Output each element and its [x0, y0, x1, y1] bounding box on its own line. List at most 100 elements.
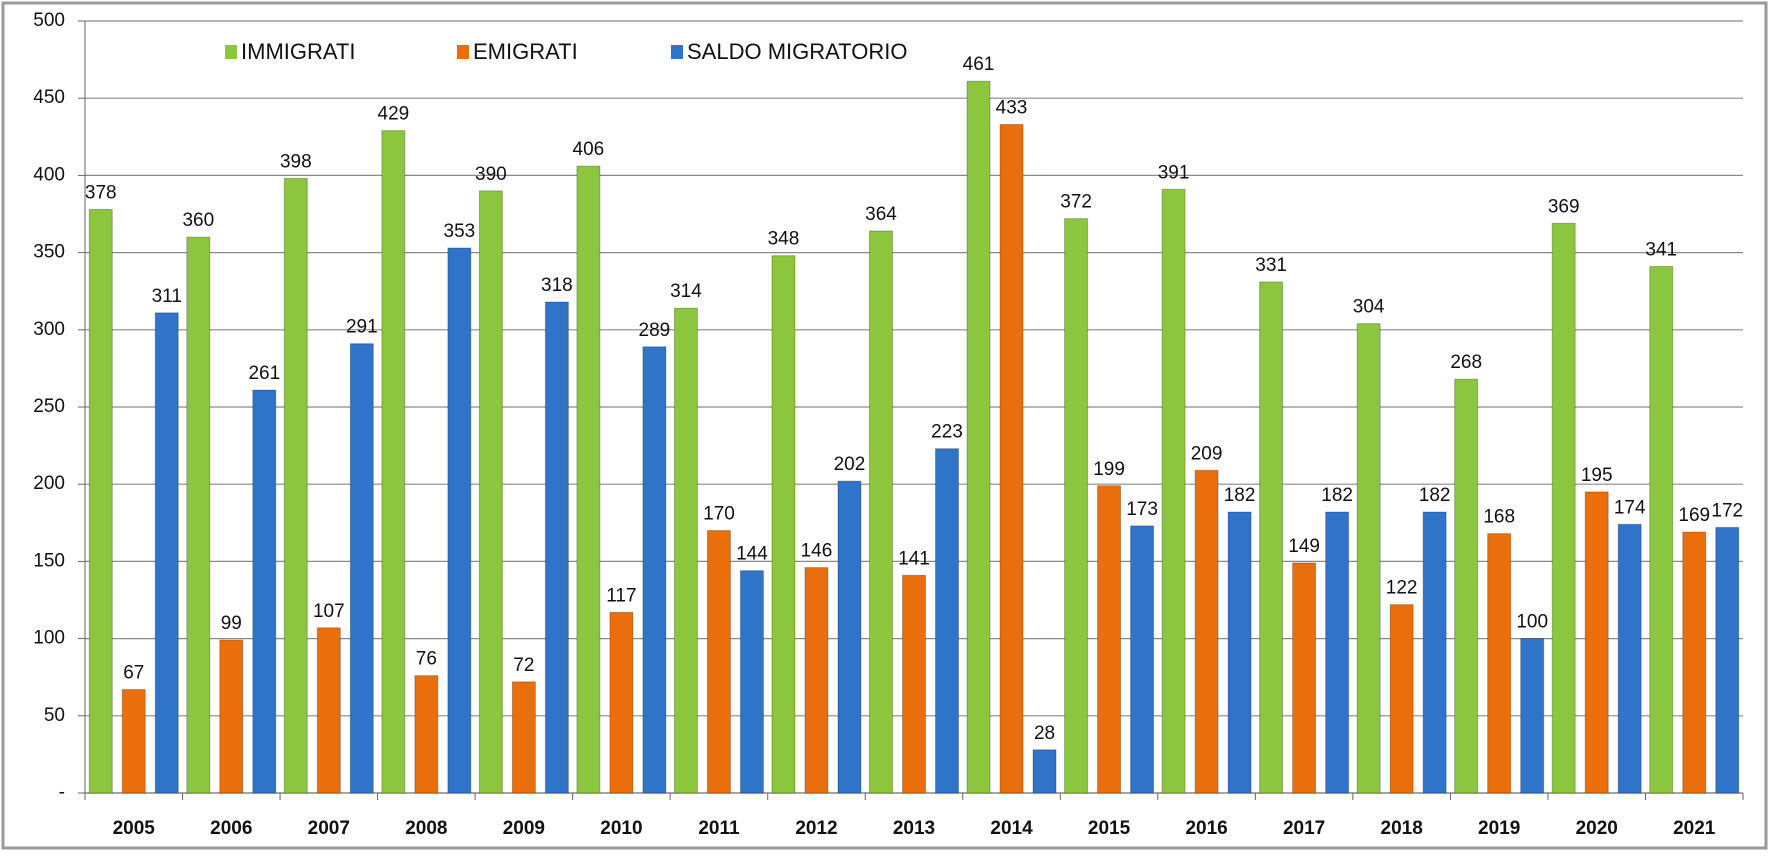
value-label: 304 [1353, 297, 1385, 318]
bar [642, 346, 667, 794]
bar [1161, 188, 1186, 794]
bar [837, 480, 862, 794]
value-label: 209 [1191, 443, 1223, 464]
legend-label: SALDO MIGRATORIO [687, 39, 907, 64]
value-label: 149 [1288, 536, 1320, 557]
legend-swatch [671, 45, 683, 59]
bar [1325, 511, 1350, 794]
value-label: 173 [1126, 499, 1158, 520]
value-label: 364 [865, 204, 897, 225]
bar [186, 236, 211, 794]
value-label: 353 [444, 221, 476, 242]
value-label: 369 [1548, 196, 1580, 217]
bar [1032, 749, 1057, 794]
value-label: 378 [85, 182, 117, 203]
bar [381, 130, 406, 794]
value-label: 182 [1224, 485, 1256, 506]
x-tick-label: 2007 [308, 818, 350, 839]
legend-swatch [225, 45, 237, 59]
bar [902, 574, 926, 794]
y-tick-label: 500 [33, 10, 65, 31]
y-tick-label: 50 [44, 705, 65, 726]
bar [1422, 511, 1447, 794]
y-tick-label: 150 [33, 550, 65, 571]
value-label: 461 [963, 54, 995, 75]
bar [283, 177, 308, 794]
bar [1227, 511, 1252, 794]
value-label: 372 [1060, 192, 1092, 213]
value-label: 391 [1158, 162, 1190, 183]
bar [1487, 533, 1512, 794]
bar [1520, 638, 1545, 794]
x-tick-label: 2013 [893, 818, 935, 839]
value-label: 261 [248, 363, 280, 384]
value-label: 268 [1450, 352, 1482, 373]
value-label: 170 [703, 504, 735, 525]
bar [316, 627, 341, 794]
bar [154, 312, 179, 794]
value-label: 429 [378, 104, 410, 125]
x-tick-label: 2011 [698, 818, 740, 839]
x-tick-label: 2018 [1381, 818, 1423, 839]
y-tick-label: 250 [33, 396, 65, 417]
y-tick-label: 100 [33, 628, 65, 649]
value-label: 168 [1483, 507, 1515, 528]
value-label: 146 [801, 541, 833, 562]
value-label: 99 [221, 613, 242, 634]
legend-label: IMMIGRATI [241, 39, 355, 64]
y-tick-label: 200 [33, 473, 65, 494]
bar [869, 230, 893, 794]
bar [1584, 491, 1609, 794]
bar [576, 165, 601, 794]
value-label: 199 [1093, 459, 1125, 480]
legend-swatch [457, 45, 469, 59]
bar [966, 80, 991, 794]
value-label: 390 [475, 164, 507, 185]
x-tick-label: 2005 [113, 818, 156, 839]
bar [999, 123, 1024, 794]
value-label: 100 [1516, 612, 1548, 633]
value-label: 348 [768, 229, 800, 250]
x-tick-label: 2020 [1576, 818, 1618, 839]
value-label: 67 [123, 663, 144, 684]
bar [1617, 523, 1642, 794]
x-tick-label: 2017 [1283, 818, 1325, 839]
value-label: 398 [280, 152, 312, 173]
value-label: 72 [513, 655, 534, 676]
value-label: 172 [1711, 500, 1743, 521]
x-tick-label: 2014 [990, 818, 1033, 839]
x-tick-label: 2008 [405, 818, 447, 839]
bar [1715, 526, 1740, 794]
value-label: 182 [1419, 485, 1451, 506]
value-label: 76 [416, 649, 437, 670]
value-label: 195 [1581, 465, 1613, 486]
value-label: 122 [1386, 578, 1418, 599]
y-tick-label: 350 [33, 242, 65, 263]
value-label: 291 [346, 317, 378, 338]
bar [1292, 562, 1317, 794]
x-tick-label: 2006 [210, 818, 252, 839]
x-tick-label: 2019 [1478, 818, 1520, 839]
bar [1551, 222, 1576, 794]
y-tick-label: - [59, 782, 65, 803]
bar [1454, 378, 1479, 794]
value-label: 144 [736, 544, 768, 565]
bar [252, 389, 277, 794]
bar [121, 689, 146, 794]
bar [414, 675, 439, 794]
y-tick-label: 450 [33, 87, 65, 108]
x-tick-label: 2010 [600, 818, 642, 839]
bar [673, 307, 698, 794]
bar [804, 567, 829, 794]
bar [1356, 323, 1381, 794]
value-label: 223 [931, 422, 963, 443]
value-label: 314 [670, 281, 702, 302]
y-tick-label: 400 [33, 164, 65, 185]
value-label: 341 [1645, 240, 1677, 261]
value-label: 311 [152, 286, 182, 307]
bar [478, 190, 503, 794]
value-label: 360 [182, 210, 214, 231]
bar [88, 208, 113, 794]
value-label: 28 [1034, 723, 1055, 744]
